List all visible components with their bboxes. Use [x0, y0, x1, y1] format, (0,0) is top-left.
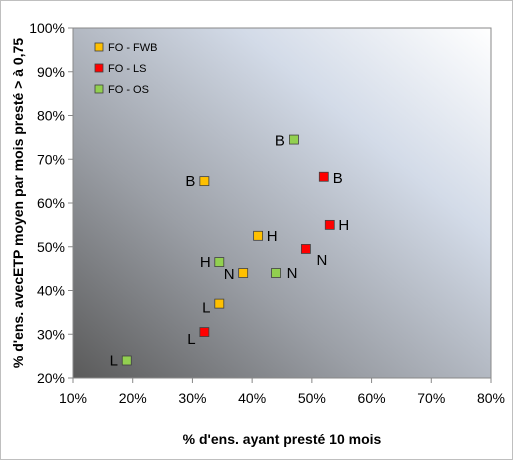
x-tick-label: 30% [178, 390, 206, 406]
y-tick-label: 80% [37, 108, 65, 124]
legend-label: FO - LS [108, 63, 147, 75]
y-tick-label: 60% [37, 195, 65, 211]
data-point [121, 355, 132, 366]
point-label: B [185, 173, 195, 190]
y-tick-label: 40% [37, 283, 65, 299]
x-tick-label: 10% [59, 390, 87, 406]
x-axis-title: % d'ens. ayant presté 10 mois [183, 431, 382, 447]
plot-area [72, 27, 492, 379]
legend-marker [94, 42, 104, 52]
data-point [214, 257, 225, 267]
data-point [300, 244, 311, 254]
y-tick-label: 90% [37, 64, 65, 80]
x-tick-label: 80% [477, 390, 505, 406]
data-point [324, 219, 335, 230]
point-label: N [224, 266, 235, 283]
x-tick-label: 70% [417, 390, 445, 406]
point-label: L [187, 331, 195, 348]
point-label: N [316, 252, 327, 269]
data-point [199, 327, 210, 337]
point-label: B [275, 133, 285, 150]
point-label: B [333, 170, 343, 187]
legend-marker [94, 63, 104, 73]
data-point [271, 268, 281, 278]
point-label: H [338, 217, 349, 234]
point-label: H [267, 228, 278, 245]
point-label: L [110, 353, 118, 370]
legend-label: FO - FWB [108, 42, 158, 54]
data-point [238, 268, 249, 278]
y-tick-label: 100% [29, 20, 65, 36]
y-axis-title: % d'ens. avecETP moyen par mois presté >… [10, 38, 26, 368]
y-tick-label: 30% [37, 326, 65, 342]
point-label: L [202, 300, 210, 317]
x-tick-label: 40% [238, 390, 266, 406]
point-label: H [200, 254, 211, 271]
data-point [253, 230, 264, 241]
y-tick-label: 70% [37, 151, 65, 167]
x-tick-label: 20% [119, 390, 147, 406]
y-tick-label: 20% [37, 370, 65, 386]
legend-marker [94, 84, 104, 94]
point-label: N [287, 265, 298, 282]
legend-label: FO - OS [108, 84, 149, 96]
x-tick-label: 50% [298, 390, 326, 406]
data-point [199, 176, 210, 187]
x-tick-label: 60% [358, 390, 386, 406]
data-point [214, 298, 225, 309]
y-tick-label: 50% [37, 239, 65, 255]
data-point [318, 171, 329, 182]
data-point [289, 134, 299, 145]
